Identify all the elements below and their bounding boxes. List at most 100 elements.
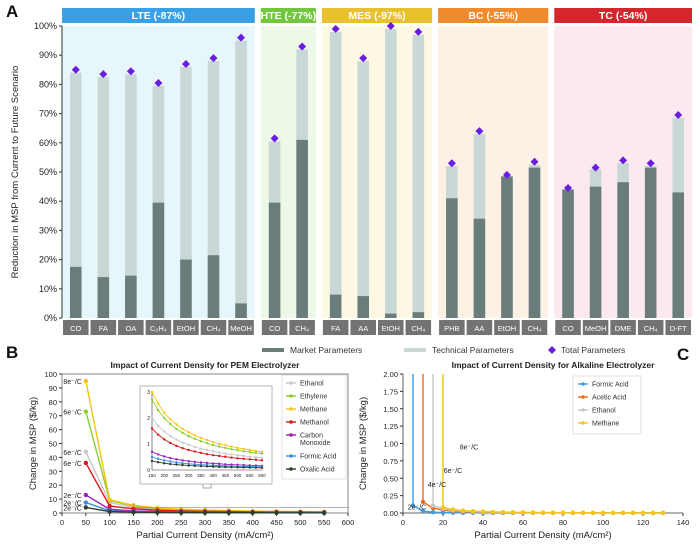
y-tick-label: 0% xyxy=(44,313,57,323)
inset-data-point xyxy=(248,458,251,461)
y-tick-label: 1.50 xyxy=(383,405,398,414)
inset-data-point xyxy=(248,466,251,469)
legend-swatch-dot xyxy=(289,433,293,437)
data-point xyxy=(430,503,436,508)
technical-bar xyxy=(69,72,82,318)
y-tick-label: 10 xyxy=(49,495,57,504)
category-label: CH₄ xyxy=(528,324,542,333)
legend-market-label: Market Parameters xyxy=(290,345,362,355)
group-header xyxy=(62,8,255,23)
inset-data-point xyxy=(193,445,196,449)
legend-label: Methane xyxy=(300,407,327,414)
category-label: CH₄ xyxy=(411,324,425,333)
total-marker xyxy=(331,24,340,33)
y-tick-label: 60% xyxy=(39,138,57,148)
data-point xyxy=(530,510,536,515)
x-tick-label: 150 xyxy=(127,518,140,527)
market-bar xyxy=(235,303,247,318)
inset-data-point xyxy=(205,461,209,465)
y-tick-label: 50% xyxy=(39,167,57,177)
inset-data-point xyxy=(230,448,233,451)
total-marker xyxy=(99,70,108,79)
inset-data-point xyxy=(150,390,154,394)
technical-bar xyxy=(207,61,220,318)
inset-x-tick-label: 200 xyxy=(160,473,168,478)
data-point xyxy=(590,510,596,515)
total-marker xyxy=(181,59,190,68)
inset-x-tick-label: 600 xyxy=(258,473,266,478)
y-tick-label: 60 xyxy=(49,426,57,435)
inset-y-tick-label: 2 xyxy=(147,416,150,422)
inset-data-point xyxy=(224,465,227,469)
inset-data-point xyxy=(211,440,215,444)
inset-data-point xyxy=(199,447,203,450)
category-box xyxy=(637,320,664,335)
y-tick-label: 80% xyxy=(39,79,57,89)
inset-data-point xyxy=(169,456,172,460)
inset-data-point xyxy=(163,438,166,441)
legend-label: Ethanol xyxy=(300,381,324,388)
category-label: D-FT xyxy=(670,324,687,333)
inset-pointer xyxy=(202,484,212,489)
inset-data-point xyxy=(187,443,190,446)
category-box xyxy=(90,320,117,335)
inset-data-point xyxy=(242,457,245,461)
data-point xyxy=(83,378,89,384)
category-box xyxy=(405,320,432,335)
total-marker xyxy=(209,54,218,63)
group-label: MES (-97%) xyxy=(348,10,405,22)
y-tick-label: 30% xyxy=(39,225,57,235)
market-bar xyxy=(644,167,657,318)
inset-data-point xyxy=(199,461,203,464)
y-tick-label: 100 xyxy=(44,370,57,379)
category-label: CH₄ xyxy=(207,324,221,333)
legend-swatch-dot xyxy=(581,395,585,399)
market-bar xyxy=(446,198,458,318)
data-point xyxy=(620,510,626,516)
data-point xyxy=(107,509,112,514)
x-tick-label: 500 xyxy=(294,518,307,527)
x-tick-label: 100 xyxy=(103,518,116,527)
inset-data-point xyxy=(150,450,154,453)
y-tick-label: 1.25 xyxy=(383,422,398,431)
inset-x-tick-label: 500 xyxy=(234,473,242,478)
y-tick-label: 70% xyxy=(39,109,57,119)
category-box xyxy=(173,320,199,335)
inset-data-point xyxy=(175,438,178,441)
inset-x-tick-label: 350 xyxy=(197,473,205,478)
electron-label: 2e⁻/C xyxy=(63,501,81,508)
data-point xyxy=(420,508,426,514)
data-point xyxy=(440,505,446,510)
technical-bar xyxy=(384,28,397,318)
legend-swatch-dot xyxy=(289,407,293,411)
y-tick-label: 20 xyxy=(49,481,57,490)
inset-data-point xyxy=(156,424,160,427)
category-label: C₂H₄ xyxy=(150,324,167,333)
inset-data-point xyxy=(169,418,172,421)
inset-y-tick-label: 1 xyxy=(147,442,150,448)
panel-letter-c: C xyxy=(677,345,689,364)
x-tick-label: 80 xyxy=(559,518,567,527)
data-point xyxy=(155,510,160,515)
inset-data-point xyxy=(169,460,172,463)
x-tick-label: 60 xyxy=(519,518,527,527)
inset-data-point xyxy=(218,451,221,454)
x-tick-label: 450 xyxy=(270,518,283,527)
category-box xyxy=(555,320,581,335)
category-label: CH₄ xyxy=(295,324,309,333)
category-label: CO xyxy=(70,324,81,333)
y-tick-label: 90 xyxy=(49,384,57,393)
group-label: HTE (-77%) xyxy=(261,10,316,22)
y-tick-label: 0.75 xyxy=(383,457,398,466)
inset-data-point xyxy=(254,451,258,455)
inset-data-point xyxy=(199,464,203,468)
inset-data-point xyxy=(181,459,184,462)
total-marker xyxy=(564,184,573,193)
data-point xyxy=(660,510,666,516)
x-tick-label: 0 xyxy=(401,518,405,527)
panel-c-line-chart: Impact of Current Density for Alkaline E… xyxy=(358,360,689,541)
y-tick-label: 10% xyxy=(39,284,57,294)
y-tick-label: 2.00 xyxy=(383,370,398,379)
data-point xyxy=(250,510,255,515)
category-label: FA xyxy=(99,324,108,333)
